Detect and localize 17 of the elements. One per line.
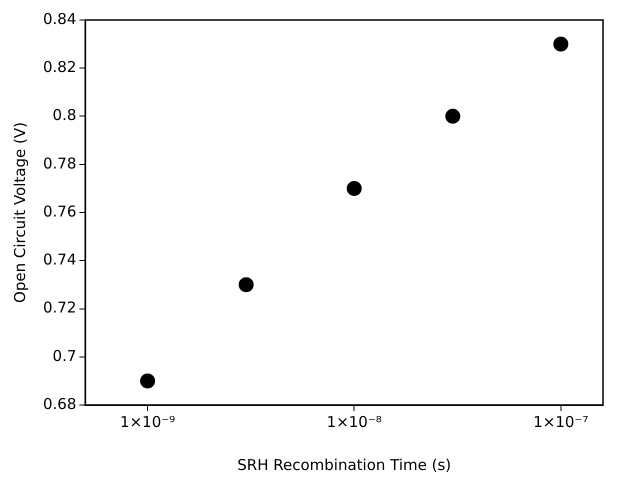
y-axis-title: Open Circuit Voltage (V) bbox=[10, 122, 29, 303]
point bbox=[346, 180, 362, 196]
x-axis-title: SRH Recombination Time (s) bbox=[237, 456, 452, 474]
y-tick-label: 0.68 bbox=[42, 394, 76, 413]
x-tick-label: 1×10⁻⁷ bbox=[533, 412, 588, 431]
point bbox=[553, 36, 568, 52]
y-tick-label: 0.78 bbox=[42, 154, 76, 172]
y-tick-label: 0.76 bbox=[42, 202, 76, 220]
x-tick-label: 1×10⁻⁹ bbox=[120, 412, 176, 431]
y-tick-label: 0.84 bbox=[42, 10, 76, 28]
x-tick-label: 1×10⁻⁸ bbox=[326, 412, 382, 431]
y-tick-label: 0.72 bbox=[42, 298, 76, 317]
y-tick-label: 0.8 bbox=[52, 106, 76, 124]
y-tick-label: 0.7 bbox=[52, 346, 76, 365]
point bbox=[140, 373, 156, 388]
y-tick-label: 0.74 bbox=[42, 250, 76, 269]
y-tick-label: 0.82 bbox=[42, 58, 76, 76]
